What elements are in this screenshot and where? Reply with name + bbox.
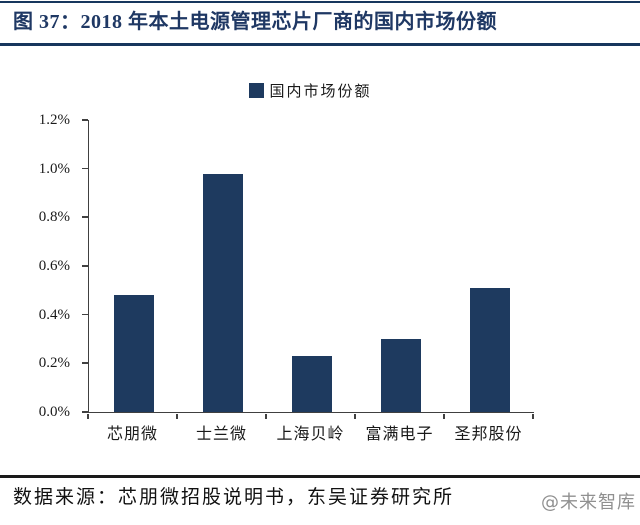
bar-上海贝岭 bbox=[291, 356, 332, 412]
x-axis-tick bbox=[265, 413, 267, 419]
y-axis-tick bbox=[82, 313, 88, 316]
y-axis-tick bbox=[82, 167, 88, 170]
y-axis-tick-label: 0.2% bbox=[38, 355, 70, 372]
y-axis-tick-label: 0.6% bbox=[38, 258, 70, 274]
source-note: 数据来源：芯朋微招股说明书，东吴证券研究所 bbox=[13, 487, 455, 508]
x-axis-tick bbox=[87, 413, 89, 419]
bar-圣邦股份 bbox=[469, 288, 510, 412]
x-axis-label-上海贝岭: 上海贝岭 bbox=[276, 426, 345, 443]
y-axis-tick-label: 0.0% bbox=[38, 404, 70, 420]
bottom-rule bbox=[0, 475, 640, 478]
y-axis-tick bbox=[82, 216, 88, 218]
x-axis-tick bbox=[532, 413, 534, 419]
x-axis-label-士兰微: 士兰微 bbox=[195, 426, 247, 443]
y-axis-tick-label: 1.0% bbox=[38, 160, 70, 177]
x-axis-label-富满电子: 富满电子 bbox=[365, 426, 434, 443]
y-axis-tick-label: 0.8% bbox=[38, 209, 70, 226]
bar-富满电子 bbox=[380, 339, 421, 412]
x-axis-label-圣邦股份: 圣邦股份 bbox=[454, 426, 523, 443]
watermark: @未来智库 bbox=[541, 492, 636, 513]
x-axis-tick bbox=[354, 413, 356, 419]
x-axis-tick bbox=[176, 413, 178, 419]
y-axis-tick-label: 0.4% bbox=[38, 306, 70, 323]
title-rule bbox=[0, 43, 640, 46]
chart-legend: 国内市场份额 bbox=[88, 80, 533, 101]
y-axis-tick bbox=[82, 411, 88, 413]
legend-label: 国内市场份额 bbox=[269, 84, 372, 100]
legend-swatch-icon bbox=[249, 83, 265, 98]
x-axis-label-芯朋微: 芯朋微 bbox=[106, 426, 158, 443]
y-axis-tick bbox=[82, 265, 88, 267]
x-axis-tick bbox=[443, 413, 445, 419]
plot-area bbox=[88, 120, 534, 413]
y-axis-tick bbox=[82, 362, 88, 364]
y-axis-tick bbox=[82, 119, 88, 121]
y-axis-tick-label: 1.2% bbox=[38, 112, 70, 128]
bar-士兰微 bbox=[202, 174, 243, 412]
figure-title: 图 37：2018 年本土电源管理芯片厂商的国内市场份额 bbox=[13, 11, 497, 33]
top-rule bbox=[0, 1, 640, 3]
bar-芯朋微 bbox=[113, 295, 154, 412]
